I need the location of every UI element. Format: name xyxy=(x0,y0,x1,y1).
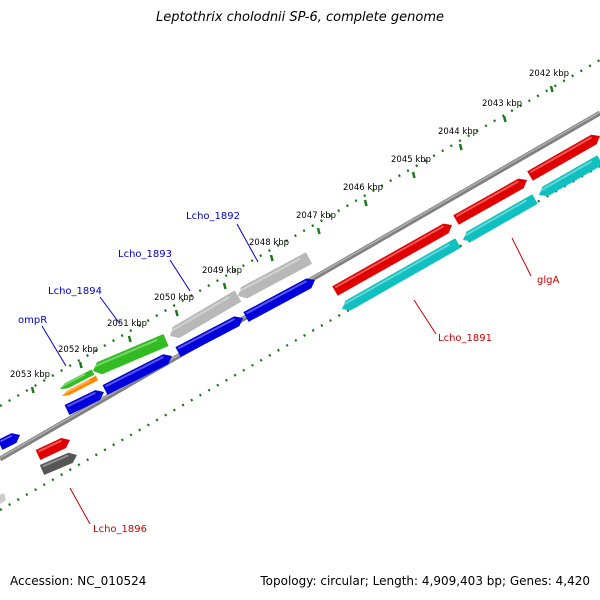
gene-blue-2 xyxy=(243,278,315,322)
tick-label: 2051 kbp xyxy=(107,319,147,329)
gene-blue-4 xyxy=(64,390,104,415)
map-title: Leptothrix cholodnii SP-6, complete geno… xyxy=(156,10,444,25)
gene-cyan-2 xyxy=(462,194,538,242)
gene-label: ompR xyxy=(18,315,47,326)
tick-label: 2046 kbp xyxy=(343,183,383,193)
tick-mark xyxy=(458,143,463,151)
gene-label: Lcho_1896 xyxy=(93,524,147,535)
tick-mark xyxy=(127,335,132,343)
tick-mark xyxy=(30,386,35,394)
accession-text: Accession: NC_010524 xyxy=(10,574,147,588)
leader-line xyxy=(69,487,91,525)
tick-label: 2047 kbp xyxy=(296,211,336,221)
gene-green-ompR-upper xyxy=(60,369,95,389)
tick-mark xyxy=(222,282,227,290)
gene-label: Lcho_1892 xyxy=(186,211,240,222)
gene-green-Lcho1894 xyxy=(93,334,169,375)
gene-label: glgA xyxy=(537,275,559,286)
gene-cyan-3 xyxy=(538,155,600,197)
gene-label: Lcho_1893 xyxy=(118,249,172,260)
gene-darkgray-Lcho1896 xyxy=(39,452,77,476)
leader-line xyxy=(99,296,121,325)
gene-labels: Lcho_1892 Lcho_1893 Lcho_1894 ompR glgA Lcho_… xyxy=(18,211,559,535)
gene-blue-1 xyxy=(175,316,243,357)
tick-label: 2042 kbp xyxy=(529,69,569,79)
gene-label: Lcho_1891 xyxy=(438,333,492,344)
topology-text: Topology: circular; Length: 4,909,403 bp… xyxy=(260,574,590,588)
leader-line xyxy=(169,259,191,292)
gene-red-glgA-region xyxy=(332,223,452,296)
tick-label: 2052 kbp xyxy=(58,345,98,355)
tick-label: 2045 kbp xyxy=(391,155,431,165)
tick-mark xyxy=(502,115,507,123)
gene-gray-Lcho1892 xyxy=(237,252,313,299)
tick-label: 2048 kbp xyxy=(249,238,289,248)
gene-label: Lcho_1894 xyxy=(48,286,102,297)
gene-features xyxy=(0,134,600,504)
gene-orange-ompR xyxy=(62,375,99,396)
tick-mark xyxy=(363,199,368,207)
gene-cyan-Lcho1891 xyxy=(341,238,461,311)
kbp-ticks: 2042 kbp 2043 kbp 2044 kbp 2045 kbp 2046 kbp… xyxy=(10,69,569,394)
tick-label: 2043 kbp xyxy=(482,99,522,109)
tick-label: 2050 kbp xyxy=(154,293,194,303)
tick-mark xyxy=(411,171,416,179)
gene-gray-Lcho1893 xyxy=(169,290,242,339)
tick-label: 2049 kbp xyxy=(202,266,242,276)
tick-mark xyxy=(269,254,274,262)
gene-blue-5 xyxy=(0,433,20,450)
leader-line xyxy=(413,299,437,335)
tick-mark xyxy=(316,227,321,235)
tick-label: 2053 kbp xyxy=(10,370,50,380)
gene-blue-3 xyxy=(102,354,172,395)
leader-line xyxy=(236,223,259,263)
gene-edge-fragment xyxy=(0,493,6,504)
gene-red-upper-1 xyxy=(453,178,527,225)
gene-red-lower xyxy=(35,437,70,460)
tick-mark xyxy=(78,361,83,369)
leader-line xyxy=(41,325,67,367)
tick-mark xyxy=(549,85,554,93)
tick-mark xyxy=(174,309,179,317)
tick-label: 2044 kbp xyxy=(438,127,478,137)
leader-line xyxy=(511,237,532,277)
gene-red-upper-2 xyxy=(527,134,600,181)
